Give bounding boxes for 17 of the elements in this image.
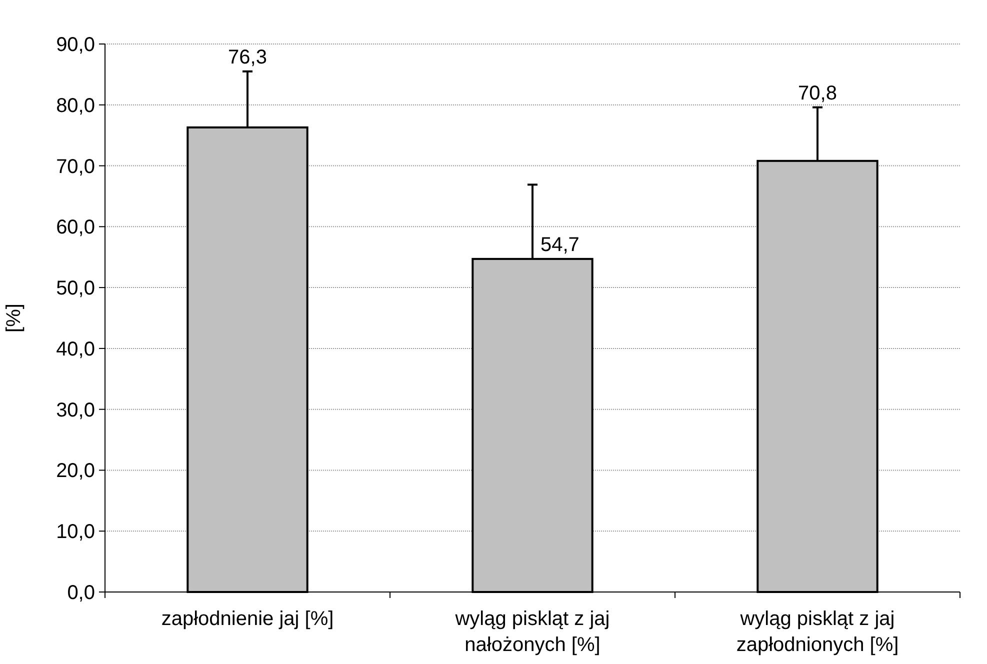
y-tick-label: 70,0 [56,156,95,178]
y-tick-label: 60,0 [56,216,95,239]
y-tick-label: 0,0 [67,582,95,604]
y-tick-label: 30,0 [56,399,95,422]
y-tick-label: 40,0 [56,338,95,360]
x-tick-label: wyląg piskląt z jaj nałożonych [%] [454,608,610,656]
data-label: 70,8 [798,82,837,104]
data-label: 76,3 [228,46,267,68]
y-tick-label: 20,0 [56,460,95,482]
y-tick-label: 80,0 [56,94,95,117]
x-tick-label: zapłodnienie jaj [%] [161,608,334,630]
y-tick-label: 90,0 [56,34,95,56]
y-tick-label: 50,0 [56,278,95,300]
y-axis-title: [%] [3,304,25,332]
data-label: 54,7 [540,234,580,256]
x-tick-label: wyląg piskląt z jaj zapłodnionych [%] [736,608,899,656]
y-tick-label: 10,0 [56,521,95,544]
